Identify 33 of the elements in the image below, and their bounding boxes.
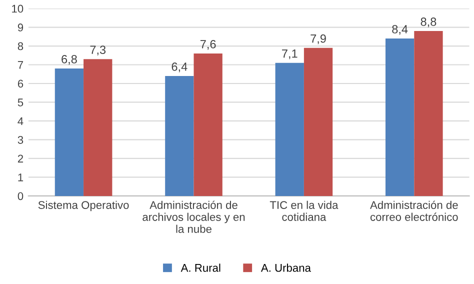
data-label: 8,8: [420, 18, 436, 28]
x-tick-label: Administración de correo electrónico: [370, 200, 458, 221]
y-tick-label: 1: [18, 174, 24, 182]
x-tick-label: Sistema Operativo: [38, 200, 129, 212]
x-tick-label: Administración de archivos locales y en la nube: [142, 200, 245, 233]
data-label: 7,1: [282, 50, 298, 60]
y-tick-label: 8: [18, 42, 24, 50]
bar: [275, 62, 304, 196]
y-tick-label: 9: [18, 24, 24, 32]
bar: [304, 48, 333, 196]
bar: [194, 54, 222, 196]
data-label: 7,3: [90, 46, 106, 56]
legend-label: A. Urbana: [260, 264, 311, 272]
y-tick-label: 7: [18, 61, 24, 69]
data-label: 6,8: [62, 55, 77, 65]
y-tick-label: 5: [18, 98, 24, 106]
data-label: 7,9: [310, 34, 326, 44]
legend-label: A. Rural: [180, 264, 220, 272]
data-label: 8,4: [392, 25, 408, 35]
y-tick-label: 2: [18, 154, 24, 162]
bar: [84, 59, 112, 196]
bar: [165, 76, 194, 196]
bar: [414, 31, 443, 196]
y-tick-label: 10: [12, 4, 24, 13]
y-tick-label: 6: [18, 80, 24, 88]
y-tick-label: 0: [18, 192, 24, 200]
data-label: 7,6: [200, 40, 216, 50]
y-tick-label: 3: [18, 136, 24, 144]
bar: [386, 38, 414, 196]
data-label: 6,4: [172, 62, 188, 72]
bar: [54, 68, 84, 196]
x-tick-label: TIC en la vida cotidiana: [270, 200, 338, 221]
y-tick-label: 4: [18, 117, 24, 126]
